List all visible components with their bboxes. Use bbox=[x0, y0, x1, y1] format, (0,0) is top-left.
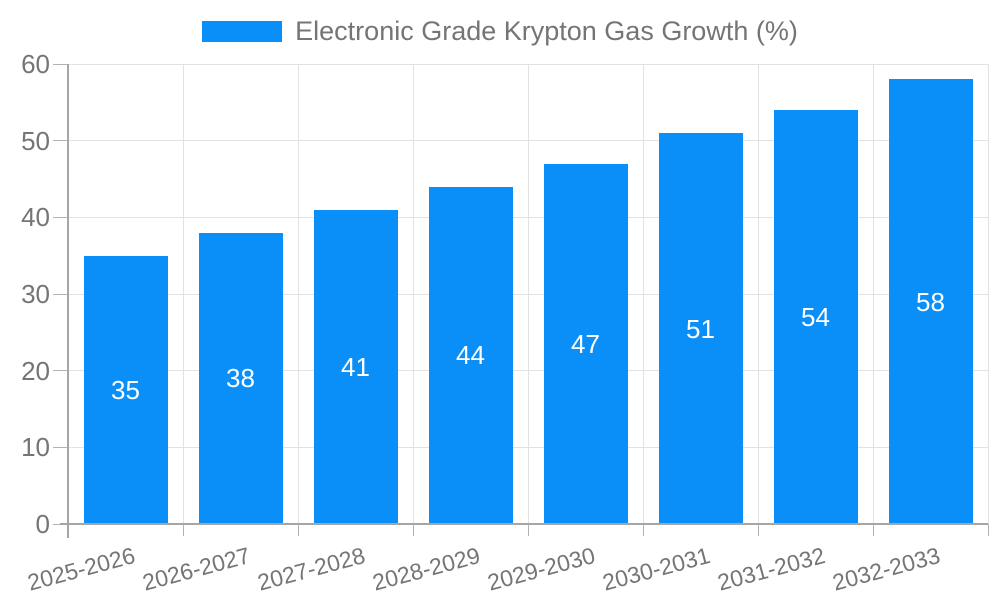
x-axis-tick bbox=[182, 524, 184, 536]
x-axis-line bbox=[60, 523, 988, 525]
x-axis-tick bbox=[757, 524, 759, 536]
y-axis-tick bbox=[53, 293, 68, 295]
bar bbox=[658, 133, 743, 524]
gridline-vertical bbox=[987, 64, 989, 524]
gridline-vertical bbox=[872, 64, 874, 524]
y-axis-tick-label: 60 bbox=[21, 49, 50, 79]
x-axis-tick bbox=[987, 524, 989, 536]
y-axis-tick bbox=[53, 140, 68, 142]
gridline-vertical bbox=[527, 64, 529, 524]
bar bbox=[428, 186, 513, 524]
bar bbox=[83, 255, 168, 524]
x-axis-tick bbox=[412, 524, 414, 536]
gridline-vertical bbox=[642, 64, 644, 524]
y-axis-tick-label: 30 bbox=[21, 279, 50, 309]
gridline-vertical bbox=[757, 64, 759, 524]
bar bbox=[888, 79, 973, 524]
legend-swatch-icon bbox=[202, 20, 283, 42]
bar-value-label: 54 bbox=[801, 302, 830, 332]
x-axis-tick bbox=[527, 524, 529, 536]
gridline-vertical bbox=[412, 64, 414, 524]
x-axis-tick bbox=[297, 524, 299, 536]
bar bbox=[198, 232, 283, 524]
bar bbox=[543, 163, 628, 524]
bar-value-label: 38 bbox=[226, 363, 255, 394]
bar-value-label: 47 bbox=[571, 328, 600, 359]
bar-value-label: 51 bbox=[686, 313, 715, 344]
bar-value-label: 44 bbox=[456, 340, 485, 371]
bar-value-label: 35 bbox=[111, 374, 140, 405]
legend[interactable]: Electronic Grade Krypton Gas Growth (%) bbox=[0, 16, 1000, 46]
bar-value-label: 41 bbox=[341, 351, 370, 382]
gridline-vertical bbox=[297, 64, 299, 524]
gridline-vertical bbox=[182, 64, 184, 524]
y-axis-tick bbox=[53, 216, 68, 218]
x-axis-tick bbox=[872, 524, 874, 536]
y-axis-tick bbox=[53, 370, 68, 372]
y-axis-tick bbox=[53, 446, 68, 448]
y-axis-tick-label: 40 bbox=[21, 202, 50, 233]
y-axis-tick-label: 10 bbox=[21, 432, 50, 463]
y-axis-line bbox=[67, 64, 69, 538]
y-axis-tick-label: 20 bbox=[21, 355, 50, 386]
x-axis-tick bbox=[642, 524, 644, 536]
y-axis-tick bbox=[53, 63, 68, 65]
y-axis-tick-label: 0 bbox=[35, 509, 50, 539]
legend-label: Electronic Grade Krypton Gas Growth (%) bbox=[295, 16, 798, 46]
bar-value-label: 58 bbox=[916, 286, 945, 317]
bar bbox=[313, 209, 398, 524]
bar bbox=[773, 110, 858, 524]
y-axis-tick-label: 50 bbox=[21, 125, 50, 156]
